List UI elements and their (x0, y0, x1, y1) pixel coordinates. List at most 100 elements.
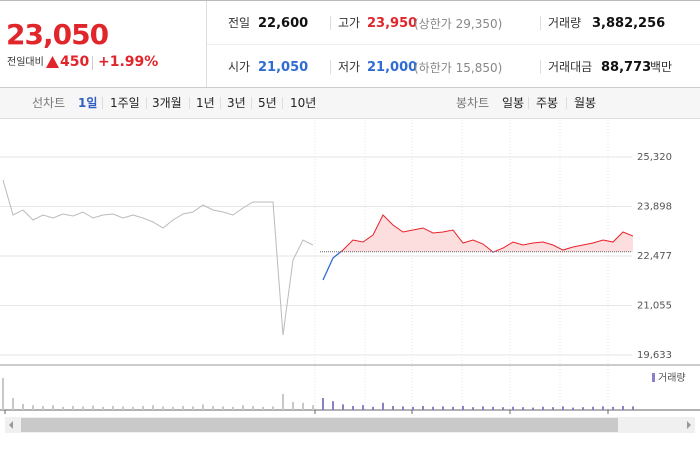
price-line (340, 214, 634, 252)
volume-bar (612, 406, 614, 410)
volume-bar (112, 406, 114, 410)
chart: 거래량 25,320 23,898 22,477 21,055 19,633 (0, 120, 700, 433)
volume-bar (22, 404, 24, 410)
volume-bar (322, 398, 324, 410)
divider (92, 56, 93, 70)
summary: 23,050 전일대비 450 +1.99% 전일 22,600 고가 23,9… (0, 0, 700, 88)
divider (282, 97, 283, 109)
volume-bar (402, 406, 404, 410)
volume-bar (82, 406, 84, 410)
row-divider (207, 44, 700, 45)
stat-value: 21,050 (258, 60, 309, 75)
stat-value: 3,882,256 (592, 16, 666, 31)
volume-bar (412, 406, 414, 410)
volume-bar (132, 406, 134, 410)
period-tab[interactable]: 월봉 (574, 96, 597, 110)
stat-note: (하한가 15,850) (414, 61, 503, 75)
volume-bar (582, 407, 584, 410)
volume-bar (492, 406, 494, 410)
volume-bar (162, 406, 164, 410)
stat-value: 88,773 (601, 60, 652, 75)
divider (102, 97, 103, 109)
stat-label: 전일 (228, 16, 251, 30)
volume-bar (592, 406, 594, 410)
volume-bar (572, 407, 574, 410)
period-tab[interactable]: 1주일 (110, 96, 140, 110)
scroll-thumb[interactable] (21, 418, 618, 432)
volume-bar (172, 406, 174, 410)
volume-bar (202, 404, 204, 410)
volume-legend: 거래량 (658, 372, 686, 384)
stat-label: 거래량 (548, 16, 582, 30)
stat-label: 시가 (228, 60, 251, 74)
period-tab[interactable]: 일봉 (502, 96, 525, 110)
tab-group-label: 봉차트 (456, 96, 490, 110)
volume-bar (442, 406, 444, 410)
divider (330, 60, 331, 74)
change: 450 (60, 54, 90, 70)
volume-bar (312, 405, 314, 410)
tab-group-label: 선차트 (32, 96, 66, 110)
price-box (0, 1, 207, 87)
volume-bar (42, 406, 44, 410)
volume-bar (62, 406, 64, 410)
volume-bar (532, 407, 534, 410)
period-tab[interactable]: 1년 (196, 96, 215, 110)
scroll-right[interactable] (687, 421, 691, 429)
volume-bar (52, 405, 54, 410)
period-tab[interactable]: 5년 (258, 96, 277, 110)
divider (251, 97, 252, 109)
period-tab[interactable]: 3개월 (152, 96, 182, 110)
volume-bar (332, 401, 334, 410)
volume-bar (632, 406, 634, 410)
volume-bar (2, 378, 4, 410)
y-tick-label: 23,898 (637, 202, 672, 213)
volume-bar (352, 406, 354, 410)
period-tab[interactable]: 10년 (290, 96, 317, 110)
period-tab[interactable]: 주봉 (536, 96, 559, 110)
stat-label: 저가 (338, 60, 361, 74)
divider (540, 16, 541, 30)
volume-bar (32, 405, 34, 410)
y-tick-label: 22,477 (637, 251, 672, 262)
y-tick-label: 21,055 (637, 300, 672, 311)
price-line (2, 179, 314, 336)
area-fill (323, 215, 633, 252)
price: 23,050 (6, 18, 109, 51)
stat-label: 고가 (338, 16, 361, 30)
axis-ticks (4, 410, 609, 414)
volume-bar (12, 398, 14, 410)
volume-bar (622, 406, 624, 410)
volume-bar (72, 406, 74, 410)
volume-bar (502, 407, 504, 410)
volume-bar (422, 406, 424, 410)
volume-bar (252, 406, 254, 410)
stat-value: 23,950 (367, 16, 418, 31)
period-tab[interactable]: 1일 (78, 96, 98, 110)
change-pct: +1.99% (98, 54, 159, 70)
scroll-left[interactable] (9, 421, 13, 429)
volume-bar (122, 406, 124, 410)
period-tab[interactable]: 3년 (227, 96, 246, 110)
up-arrow (46, 56, 59, 68)
volume-bar (452, 406, 454, 410)
volume-bar (272, 406, 274, 410)
volume-bar (92, 405, 94, 410)
volume-bar (512, 406, 514, 410)
volume-bar (262, 406, 264, 410)
divider (566, 97, 567, 109)
volume-bar (282, 394, 284, 410)
volume-bar (382, 402, 384, 410)
volume-bar (232, 406, 234, 410)
volume-bar (212, 406, 214, 410)
y-tick-label: 19,633 (637, 350, 672, 361)
divider (189, 97, 190, 109)
volume-bar (152, 405, 154, 410)
volume-legend-swatch (652, 373, 655, 382)
divider (146, 97, 147, 109)
volume-bar (432, 406, 434, 410)
volume-bar (242, 405, 244, 410)
volume-bar (552, 407, 554, 410)
volume-bar (542, 406, 544, 410)
time-grid (314, 120, 609, 410)
